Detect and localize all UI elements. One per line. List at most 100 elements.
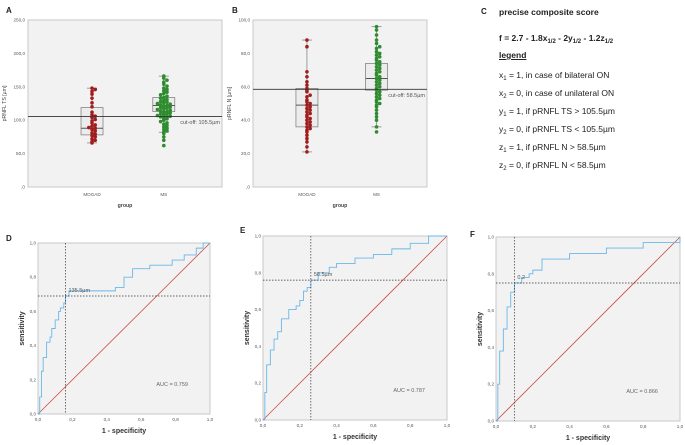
panel-label-f: F (470, 230, 475, 239)
data-point (90, 127, 94, 132)
x-tick-label: 0,0 (35, 417, 42, 422)
data-point (374, 83, 379, 87)
data-point (158, 111, 163, 116)
chart-e: E 0,00,0 0,2 0,2 0,4 0,4 0,6 0,6 0,8 0,8 1,0 1,0 1 -… (240, 226, 451, 441)
data-point (93, 138, 98, 143)
data-point (374, 118, 379, 122)
cutoff-label: 0.2 (517, 275, 525, 281)
panel-label-c: C (481, 7, 487, 16)
data-point (305, 140, 309, 144)
data-point (374, 98, 379, 102)
roc-curve (496, 237, 681, 422)
chart-a: A ,0 50,0 100,0 150,0 200,0 250,0 pRNFL TS [µm]… (2, 6, 223, 209)
data-point (305, 98, 309, 102)
data-point (374, 49, 379, 54)
data-point (305, 145, 309, 149)
data-point (90, 133, 94, 138)
data-point (93, 117, 98, 122)
y-tick-label: 0,2 (488, 382, 495, 387)
x-tick-label: 0,6 (370, 423, 377, 428)
data-point (374, 130, 379, 134)
y-tick-label: 1,0 (30, 241, 37, 246)
plot-area (252, 19, 428, 188)
data-point (165, 90, 169, 94)
data-point (162, 98, 166, 102)
data-point (162, 138, 166, 143)
data-point (374, 28, 379, 32)
x-tick-label: 1,0 (677, 424, 684, 429)
data-point (162, 135, 166, 139)
auc-label: AUC = 0.759 (156, 382, 188, 388)
x-tick-label: 0,4 (566, 424, 573, 429)
y-tick-label: ,0 (21, 185, 25, 190)
data-point (377, 90, 382, 94)
data-point (90, 96, 94, 100)
y-tick-label: 0,4 (255, 344, 262, 349)
data-point (162, 89, 166, 93)
data-point (90, 124, 94, 129)
data-point (305, 106, 309, 111)
legend-item: x2 = 0, in case of unilateral ON (499, 88, 615, 100)
y-tick-label: 0,4 (30, 343, 37, 348)
data-point (374, 76, 379, 81)
y-tick-label: 100,0 (14, 118, 26, 123)
data-point (308, 123, 312, 128)
reference-line (262, 235, 448, 421)
data-point (305, 113, 309, 117)
y-axis-label: sensitivity (477, 312, 484, 346)
data-point (162, 110, 166, 114)
data-point (168, 111, 172, 115)
data-point (93, 132, 98, 137)
data-point (374, 46, 379, 51)
panel-label-e: E (240, 226, 246, 235)
data-point (90, 131, 94, 135)
y-tick-label: 20,0 (241, 151, 250, 156)
x-tick-label: 0,0 (260, 423, 267, 428)
x-tick-label: 0,2 (69, 417, 76, 422)
y-tick-label: 0,6 (255, 307, 262, 312)
y-tick-label: 200,0 (14, 51, 26, 56)
category-label: MS (160, 192, 167, 197)
data-point (305, 121, 309, 126)
data-point (158, 109, 163, 113)
x-axis-label: 1 - specificity (566, 435, 610, 442)
y-tick-label: 1,0 (488, 235, 495, 240)
data-point (158, 93, 163, 97)
category-label: MS (373, 192, 380, 197)
data-point (93, 87, 98, 92)
data-point (162, 107, 166, 111)
chart-d: D 0,00,0 0,2 0,2 0,4 0,4 0,6 0,6 0,8 0,8 1,0 1,0 1 -… (6, 234, 214, 435)
data-point (305, 125, 309, 129)
y-axis-label: sensitivity (244, 311, 251, 345)
data-point (305, 69, 309, 74)
data-point (165, 84, 169, 88)
data-point (374, 56, 379, 61)
data-point (90, 137, 94, 141)
data-point (374, 79, 379, 84)
panel-label-d: D (6, 234, 12, 243)
data-point (162, 80, 166, 84)
data-point (165, 87, 169, 92)
data-point (93, 135, 98, 139)
data-point (168, 102, 172, 106)
data-point (308, 116, 312, 121)
data-point (308, 101, 312, 106)
data-point (165, 126, 169, 131)
legend-heading: legend (499, 50, 527, 60)
data-point (158, 119, 163, 124)
chart-b: B ,0 20,0 40,0 60,0 80,0 100,0 pRNFL N [µm] grou… (227, 6, 428, 209)
data-point (377, 81, 382, 86)
cutoff-label: 135.5µm (69, 288, 91, 294)
data-point (308, 111, 312, 116)
data-point (87, 125, 91, 130)
data-point (165, 129, 169, 133)
data-point (377, 66, 382, 71)
y-tick-label: 250,0 (14, 18, 26, 23)
y-tick-label: 0,6 (488, 308, 495, 313)
y-tick-label: 60,0 (241, 84, 250, 89)
x-tick-label: 0,0 (493, 424, 500, 429)
x-tick-label: 0,6 (603, 424, 610, 429)
y-tick-label: ,0 (246, 185, 250, 190)
y-tick-label: 40,0 (241, 118, 250, 123)
legend-item: y1 = 1, if pRNFL TS > 105.5µm (499, 106, 615, 118)
